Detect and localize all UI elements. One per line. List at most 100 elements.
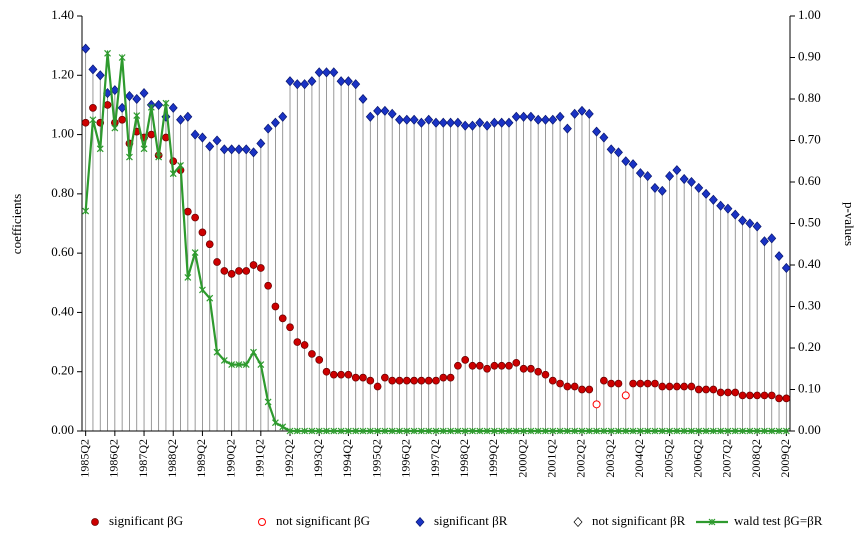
point [730,209,740,220]
point [621,391,630,400]
point [512,358,521,367]
point [460,120,470,131]
point [213,348,221,356]
point [366,376,375,385]
point [271,302,280,311]
point [104,49,111,57]
point [271,419,279,427]
point [651,379,659,388]
point [416,117,426,128]
x-tick-label: 1995Q2 [369,439,383,478]
x-tick-label: 2007Q2 [720,439,734,478]
point [738,391,747,400]
point [453,117,463,128]
point [126,153,133,161]
point [519,364,528,373]
point [374,427,382,435]
point [533,114,543,125]
point [490,361,499,370]
point [373,382,382,391]
point [534,367,543,376]
point [264,281,272,290]
point [285,76,295,87]
point [132,93,142,105]
point [388,427,396,435]
x-tick-label: 1985Q2 [77,439,91,478]
point [219,144,229,155]
point [323,427,330,435]
point [782,394,791,403]
point [527,364,535,373]
point [402,376,411,385]
point [322,367,331,376]
point [570,382,579,391]
point [111,124,119,132]
point [548,376,557,385]
point [636,427,644,435]
point [556,379,564,388]
point [555,111,565,122]
y-tick-label: 1.40 [51,7,74,22]
point [118,54,126,61]
point [381,373,389,382]
x-tick-label: 1988Q2 [165,439,179,478]
point [621,156,631,167]
point [497,361,506,370]
point [782,427,790,435]
point [447,427,455,435]
point [512,427,520,435]
point [607,379,616,388]
point [702,385,710,394]
point [644,427,652,435]
x-tick-label: 1996Q2 [399,439,413,478]
point [571,427,579,435]
y2-tick-label: 0.30 [798,297,821,312]
point [702,427,710,435]
x-tick-label: 1991Q2 [253,439,267,478]
point [739,427,746,435]
y-tick-label: 0.20 [51,363,74,378]
point [199,286,206,294]
point [497,117,507,128]
point [190,129,200,140]
point [600,376,608,385]
point [343,76,353,87]
point [585,385,594,394]
point [774,251,784,262]
point [387,108,397,119]
point [264,398,272,406]
point [439,373,448,382]
point [724,427,732,435]
point [731,427,739,435]
point [154,99,164,110]
x-tick-label: 2001Q2 [545,439,559,478]
point [504,117,514,128]
x-tick-label: 2000Q2 [515,439,529,478]
point [380,105,390,116]
point [424,376,433,385]
x-tick-label: 1992Q2 [282,439,296,478]
point [213,258,221,266]
point [635,168,645,179]
point [542,427,549,435]
point [424,114,434,125]
x-tick-label: 1989Q2 [194,439,208,478]
y-tick-label: 1.20 [51,66,74,81]
point [395,114,404,125]
point [636,379,645,388]
point [177,161,184,169]
point [760,391,769,400]
point [205,240,214,249]
x-tick-label: 1999Q2 [486,439,500,478]
point [89,116,97,124]
point [256,138,266,149]
point [489,117,499,128]
point [716,388,725,397]
point [753,427,761,435]
point [606,144,616,155]
point [563,382,572,391]
point [410,427,418,435]
point [88,64,98,75]
point [454,427,462,435]
